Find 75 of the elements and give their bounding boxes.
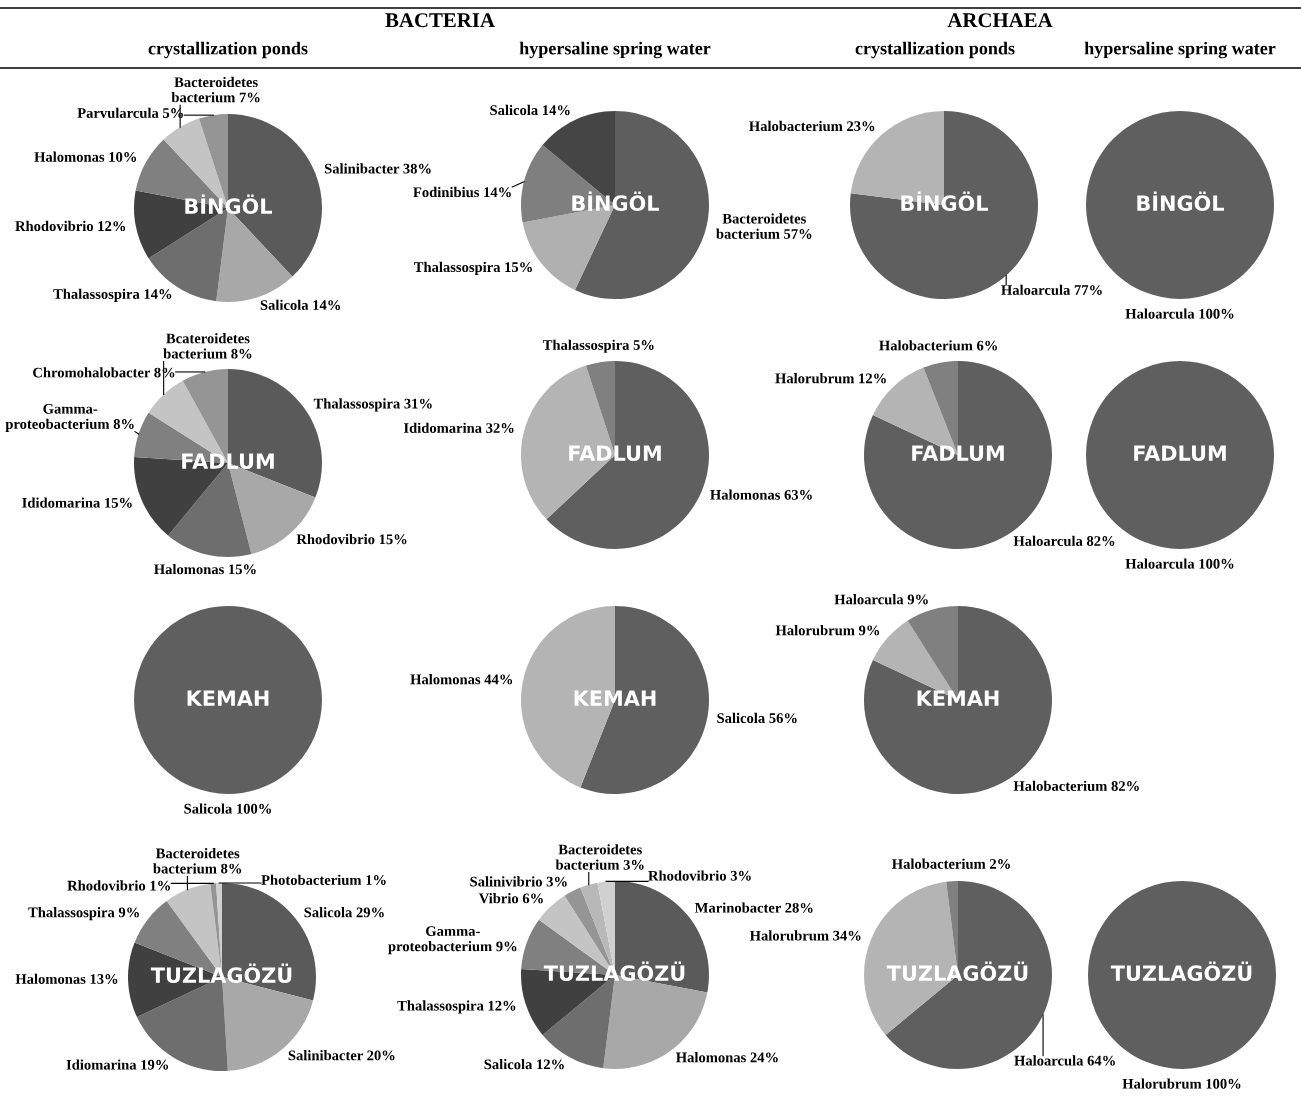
text: hypersaline spring water [519, 41, 711, 59]
text: TUZLAGÖZÜ [1110, 961, 1252, 982]
text: BİNGÖL [901, 191, 989, 212]
text: TUZLAGÖZÜ [150, 963, 292, 984]
text: FADLUM [569, 445, 661, 462]
slice-label: Thalassospira 31% [313, 398, 432, 412]
slice-label: Halomonas 24% [676, 1052, 778, 1063]
slice-label: Halobacterium 2% [892, 858, 1010, 869]
text: FADLUM [1134, 445, 1226, 462]
text: FADLUM [182, 453, 274, 470]
text: crystallization ponds [148, 41, 308, 59]
text: BACTERIA [385, 13, 495, 28]
text: crystallization ponds [855, 41, 1015, 59]
slice-label: Halomonas 63% [710, 489, 812, 500]
text: KEMAH [917, 690, 999, 706]
slice-label: Haloarcula 77% [1001, 284, 1102, 296]
text: BİNGÖL [572, 191, 660, 212]
slice-label: Haloarcula 100% [1125, 308, 1234, 319]
slice-label: Marinobacter 28% [694, 902, 813, 913]
text: TUZLAGÖZÜ [543, 961, 685, 982]
slice-label: Salicola 12% [484, 1059, 564, 1070]
slice-label: Idiomarina 19% [66, 1059, 168, 1070]
slice-label: Bacteroidetes bacterium 8% [153, 848, 242, 874]
slice-label: Salinivibrio 3% [470, 876, 567, 887]
slice-label: Halobacterium 6% [879, 340, 997, 351]
slice-label: Rhodovibrio 15% [296, 533, 407, 545]
slice-label: Bacteroidetes bacterium 57% [716, 213, 812, 239]
text: BİNGÖL [185, 194, 273, 215]
slice-label: Vibrio 6% [478, 893, 543, 904]
slice-label: Haloarcula 100% [1125, 558, 1234, 569]
slice-label: Rhodovibrio 12% [15, 220, 126, 232]
slice-label: Halorubrum 9% [775, 625, 880, 636]
slice-label: Bcateroidetes bacterium 8% [163, 333, 252, 359]
slice-label: Thalassospira 5% [542, 339, 654, 353]
slice-label: Salicola 14% [490, 104, 570, 116]
slice-label: Rhodovibrio 3% [648, 870, 751, 881]
text: FADLUM [912, 445, 1004, 462]
slice-label: Halomonas 44% [410, 674, 513, 685]
pie-slice [574, 111, 709, 299]
slice-label: Ididomarina 32% [403, 422, 514, 433]
slice-label: Gamma-proteobacterium 9% [388, 926, 517, 955]
slice-label: Salicola 100% [184, 803, 271, 814]
slice-label: Halorubrum 100% [1122, 1078, 1241, 1089]
slice-label: Ididomarina 15% [22, 497, 132, 508]
slice-label: Halomonas 15% [154, 563, 256, 575]
slice-label: Fodinibius 14% [413, 186, 511, 198]
text: KEMAH [187, 690, 269, 706]
slice-label: Halorubrum 12% [775, 373, 886, 384]
slice-label: Salinibacter 38% [324, 163, 431, 174]
slice-label: Rhodovibrio 1% [67, 880, 170, 891]
slice-label: Thalassospira 12% [397, 1000, 516, 1014]
slice-label: Haloarcula 64% [1014, 1055, 1115, 1066]
slice-label: Photobacterium 1% [261, 874, 386, 885]
slice-label: Salinibacter 20% [288, 1050, 395, 1061]
slice-label: Gamma-proteobacterium 8% [5, 403, 134, 432]
slice-label: Salicola 56% [717, 712, 797, 724]
text: ARCHAEA [947, 13, 1053, 28]
slice-label: Thalassospira 9% [28, 907, 139, 921]
slice-label: Haloarcula 9% [834, 594, 928, 605]
slice-label: Halorubrum 34% [749, 930, 861, 941]
text: hypersaline spring water [1084, 41, 1276, 59]
text: BİNGÖL [1137, 191, 1225, 212]
slice-label: Thalassospira 15% [413, 261, 532, 275]
slice-label: Salicola 14% [260, 299, 341, 311]
slice-label: Thalassospira 14% [53, 288, 172, 302]
slice-label: Haloarcula 82% [1013, 535, 1115, 546]
slice-label: Halobacterium 23% [749, 120, 875, 132]
slice-label: Halomonas 10% [34, 151, 137, 162]
slice-label: Bacteroidetes bacterium 3% [555, 844, 644, 870]
slice-label: Bacteroidetes bacterium 7% [171, 76, 260, 103]
slice-label: Halobacterium 82% [1013, 780, 1139, 791]
text: KEMAH [574, 690, 656, 706]
pie-slice [546, 361, 709, 549]
slice-label: Halomonas 13% [15, 973, 118, 984]
slice-label: Salicola 29% [304, 907, 384, 918]
